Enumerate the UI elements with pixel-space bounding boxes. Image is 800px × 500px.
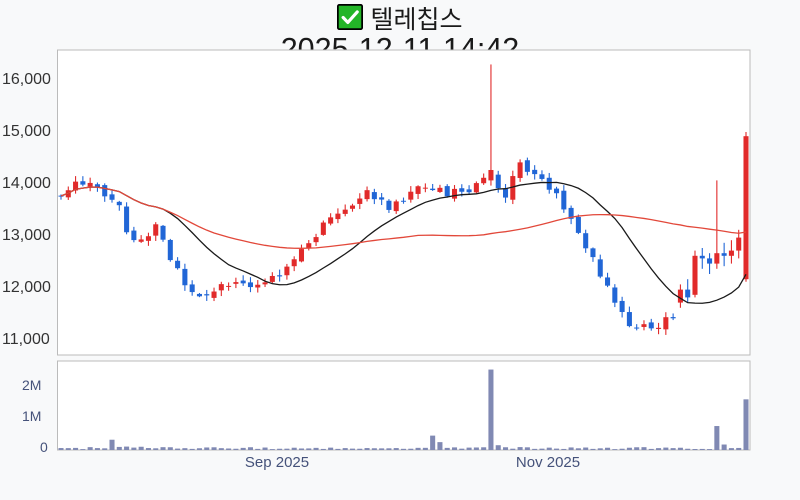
- svg-text:2M: 2M: [22, 377, 41, 393]
- svg-text:13,000: 13,000: [2, 227, 51, 244]
- svg-text:12,000: 12,000: [2, 279, 51, 296]
- svg-text:15,000: 15,000: [2, 123, 51, 140]
- svg-text:Sep 2025: Sep 2025: [245, 454, 309, 471]
- svg-text:0: 0: [40, 439, 48, 455]
- svg-text:16,000: 16,000: [2, 71, 51, 88]
- svg-text:Nov 2025: Nov 2025: [516, 454, 580, 471]
- svg-text:11,000: 11,000: [2, 331, 50, 348]
- svg-text:14,000: 14,000: [2, 175, 51, 192]
- svg-text:1M: 1M: [22, 408, 41, 424]
